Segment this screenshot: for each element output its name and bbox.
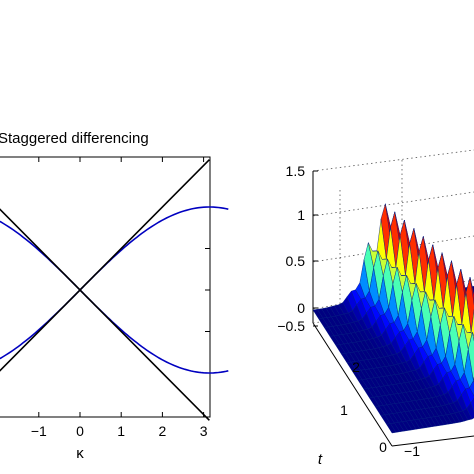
x-tick-label: −1 (404, 443, 420, 459)
grid-line (312, 191, 474, 217)
t-tick-label: 0 (379, 439, 387, 455)
t-tick-label: 1 (340, 402, 348, 418)
axis-ticks (38, 157, 210, 417)
x-tick-labels: −1 0 1 2 3 (31, 423, 208, 439)
x-axis-line (391, 435, 474, 447)
x-tick-label: −1 (31, 423, 47, 439)
z-tick-label: 1.5 (286, 163, 306, 179)
plot-frame (0, 156, 211, 418)
surface-cell (469, 380, 474, 397)
z-tick-label: 0.5 (286, 253, 306, 269)
chart-title: Staggered differencing (0, 130, 149, 147)
dispersion-chart: Staggered differencing −1 0 1 2 3 κ (0, 130, 229, 462)
axis-tick-labels: 1.5 1 0.5 0 −0.5 2 1 0 −1 (277, 163, 420, 459)
linear-line (0, 159, 210, 292)
surface-mesh (312, 203, 474, 434)
surface-chart: 1.5 1 0.5 0 −0.5 2 1 0 −1 t (277, 149, 474, 468)
series-group (0, 159, 229, 421)
x-tick-label: 2 (159, 423, 167, 439)
x-tick-label: 1 (117, 423, 125, 439)
x-tick-label: 3 (200, 423, 208, 439)
sine-curve (0, 288, 229, 374)
t-axis-label: t (318, 451, 323, 468)
t-tick-label: 2 (352, 359, 360, 375)
x-tick-label: 0 (76, 423, 84, 439)
surface-cell (465, 387, 474, 404)
t-axis-line (312, 322, 393, 447)
grid-line (312, 149, 474, 172)
z-tick-label: 1 (297, 207, 305, 223)
surface-cell (470, 397, 474, 413)
linear-line (0, 288, 210, 421)
z-tick-label: 0 (297, 300, 305, 316)
sine-curve (0, 206, 229, 292)
z-tick-label: −0.5 (277, 318, 305, 334)
x-axis-label: κ (76, 445, 84, 462)
surface-cell (468, 332, 474, 381)
